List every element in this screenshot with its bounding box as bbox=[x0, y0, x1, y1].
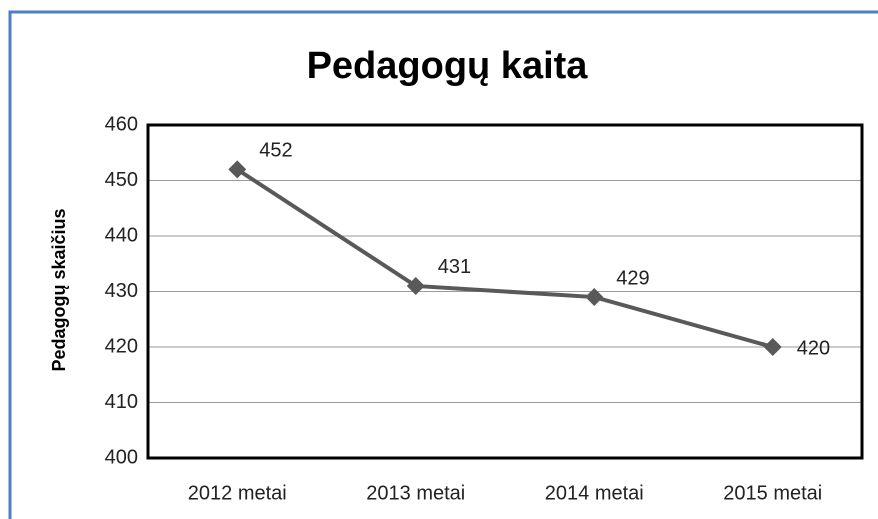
data-line bbox=[236, 167, 774, 349]
y-tick-label: 450 bbox=[105, 169, 138, 191]
x-tick-label: 2014 metai bbox=[545, 482, 644, 504]
data-point bbox=[406, 276, 425, 295]
x-tick-label: 2015 metai bbox=[723, 482, 822, 504]
y-tick-label: 420 bbox=[105, 335, 138, 357]
y-tick-label: 440 bbox=[105, 224, 138, 246]
x-tick-label: 2012 metai bbox=[188, 482, 287, 504]
data-point bbox=[763, 338, 782, 356]
y-tick-label: 430 bbox=[105, 280, 138, 302]
y-tick-label: 410 bbox=[105, 391, 138, 413]
chart-title: Pedagogų kaita bbox=[307, 45, 589, 87]
chart-frame bbox=[8, 10, 878, 519]
y-tick-label: 400 bbox=[105, 446, 138, 468]
data-label: 429 bbox=[616, 267, 649, 289]
data-label: 431 bbox=[438, 256, 471, 278]
data-point bbox=[228, 160, 247, 179]
data-label: 452 bbox=[259, 140, 292, 162]
data-point bbox=[585, 288, 604, 307]
x-tick-label: 2013 metai bbox=[366, 482, 465, 504]
plot-border bbox=[146, 123, 864, 460]
y-tick-label: 460 bbox=[105, 113, 138, 135]
y-axis-label: Pedagogų skaičius bbox=[49, 208, 69, 371]
data-label: 420 bbox=[797, 337, 830, 359]
